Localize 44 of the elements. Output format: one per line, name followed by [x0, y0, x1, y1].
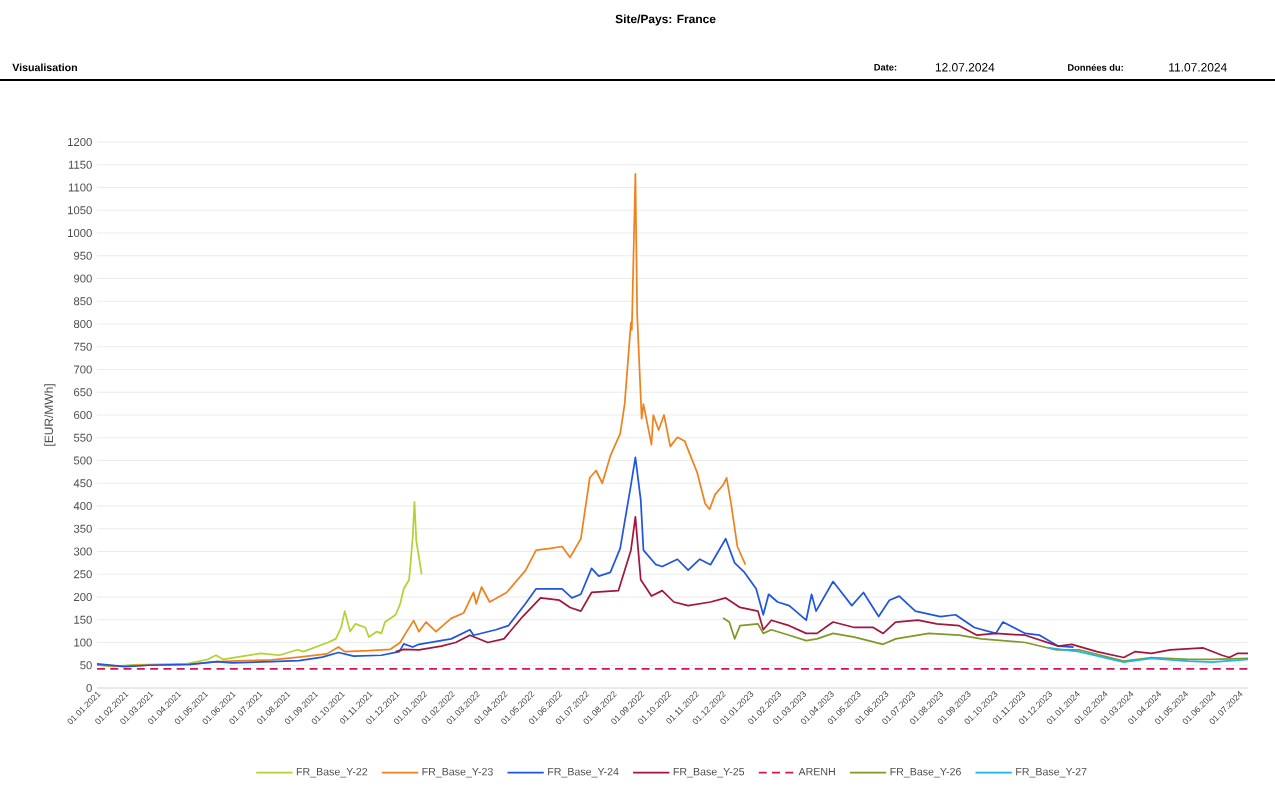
y-tick-label: 850 [73, 297, 92, 306]
y-tick-label: 300 [73, 547, 92, 556]
text: 12.07.2024 [935, 63, 995, 72]
y-tick-label: 0 [86, 684, 92, 692]
line-series [96, 456, 1075, 668]
legend-label: FR_Base_Y-25 [673, 767, 745, 778]
y-axis-title: [EUR/MWh] [44, 384, 56, 446]
y-tick-label: 1200 [68, 138, 92, 146]
y-tick-label: 600 [74, 411, 92, 419]
y-tick-label: 50 [80, 661, 92, 670]
legend-label: FR_Base_Y-24 [548, 767, 619, 778]
y-tick-label: 1000 [68, 229, 92, 237]
line-series [722, 617, 1249, 663]
line-series [394, 516, 1249, 659]
y-tick-label: 1150 [68, 160, 92, 169]
y-tick-label: 1100 [68, 183, 92, 192]
legend-label: ARENH [798, 767, 835, 776]
y-tick-label: 950 [73, 251, 92, 260]
y-tick-label: 500 [73, 456, 92, 465]
y-tick-label: 700 [74, 365, 92, 374]
y-tick-label: 900 [73, 274, 92, 283]
legend-label: FR_Base_Y-27 [1016, 767, 1087, 778]
legend-label: FR_Base_Y-22 [296, 767, 368, 778]
y-tick-label: 800 [73, 320, 92, 328]
legend-label: FR_Base_Y-23 [422, 767, 493, 778]
y-tick-label: 450 [73, 479, 92, 488]
y-tick-label: 350 [73, 524, 92, 533]
y-tick-label: 200 [74, 593, 92, 601]
text: Date: [874, 64, 897, 71]
text: 11.07.2024 [1169, 63, 1227, 72]
y-tick-label: 650 [74, 388, 92, 397]
y-tick-label: 750 [74, 342, 92, 351]
text: Visualisation [12, 63, 77, 72]
text: Données du: [1068, 63, 1123, 71]
y-tick-label: 100 [74, 638, 92, 647]
y-tick-label: 250 [74, 570, 92, 579]
y-tick-label: 550 [73, 433, 92, 442]
chart-title: Site/Pays: France [615, 14, 716, 26]
y-tick-label: 150 [74, 615, 92, 624]
y-tick-label: 1050 [68, 206, 92, 215]
y-tick-label: 400 [73, 502, 92, 510]
line-series [1047, 647, 1249, 663]
line-series [96, 172, 747, 668]
legend-label: FR_Base_Y-26 [890, 767, 961, 778]
